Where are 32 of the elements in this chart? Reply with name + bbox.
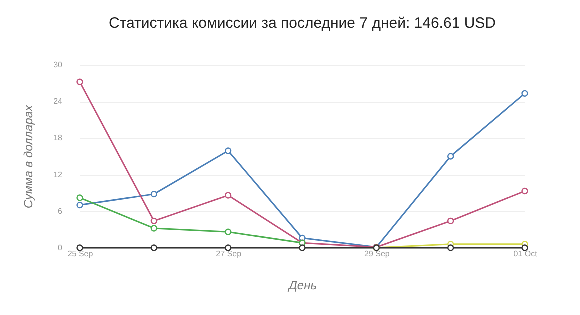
y-tick-label: 12 <box>54 170 64 180</box>
point <box>150 225 158 232</box>
x-tick-label: 25 Sep <box>68 250 94 258</box>
point <box>522 244 528 252</box>
point <box>150 190 158 198</box>
y-tick-label: 18 <box>54 134 64 143</box>
point <box>76 78 84 86</box>
x-tick-label: 27 Sep <box>216 250 242 258</box>
x-axis-title: День <box>286 278 318 292</box>
point <box>150 244 158 252</box>
point <box>224 244 232 252</box>
y-tick-label: 6 <box>58 206 64 216</box>
y-tick-label: 30 <box>54 60 64 70</box>
y-tick-label: 24 <box>54 97 64 106</box>
x-tick-label: 01 Oct <box>514 250 538 258</box>
point <box>522 90 528 98</box>
point <box>76 194 84 202</box>
point <box>224 148 232 154</box>
point <box>447 153 454 160</box>
x-tick-label: 29 Sep <box>364 250 390 258</box>
point <box>522 188 528 195</box>
point <box>224 192 232 199</box>
point <box>150 218 158 224</box>
y-tick-label: 0 <box>58 244 64 252</box>
chart-title: Статистика комиссии за последние 7 дней: 146.61 USD <box>109 15 496 32</box>
point <box>76 244 84 252</box>
point <box>299 244 306 252</box>
point <box>224 228 232 236</box>
y-axis-title: Сумма в долларах <box>22 104 36 209</box>
point <box>447 244 454 252</box>
point <box>76 202 84 209</box>
point <box>447 218 454 224</box>
